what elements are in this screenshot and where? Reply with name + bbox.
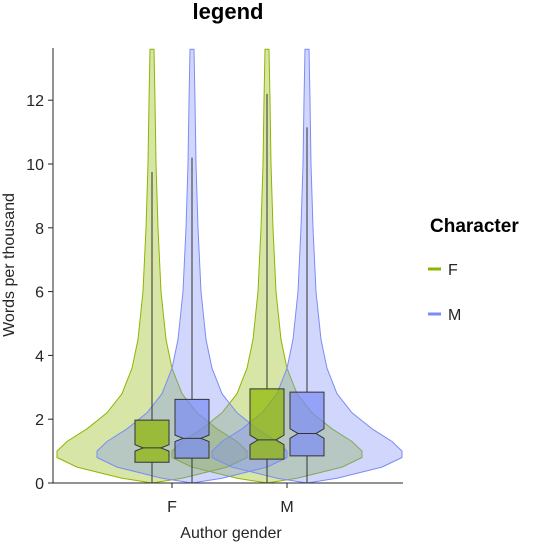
y-tick-label: 2 (35, 412, 44, 429)
box-layer (134, 93, 325, 483)
box-f-m (249, 388, 285, 460)
y-tick-label: 12 (26, 93, 44, 110)
y-axis-ticks: 0 2 4 6 8 10 12 (26, 93, 53, 493)
legend-label-f: F (448, 262, 458, 279)
violin-layer (56, 48, 403, 484)
y-tick-label: 8 (35, 221, 44, 238)
y-tick-label: 10 (26, 157, 44, 174)
box-m-m (289, 391, 325, 457)
x-tick-label: M (280, 499, 293, 516)
box-m-f (174, 398, 210, 459)
y-tick-label: 6 (35, 285, 44, 302)
y-axis-label: Words per thousand (1, 193, 18, 337)
legend-label-m: M (448, 307, 461, 324)
legend: Character F M (428, 216, 519, 324)
chart-title: legend (193, 0, 264, 24)
x-axis-label: Author gender (180, 525, 282, 542)
x-tick-label: F (167, 499, 177, 516)
y-tick-label: 4 (35, 348, 44, 365)
box-f-f (134, 419, 170, 463)
legend-title: Character (430, 216, 519, 237)
y-tick-label: 0 (35, 476, 44, 493)
